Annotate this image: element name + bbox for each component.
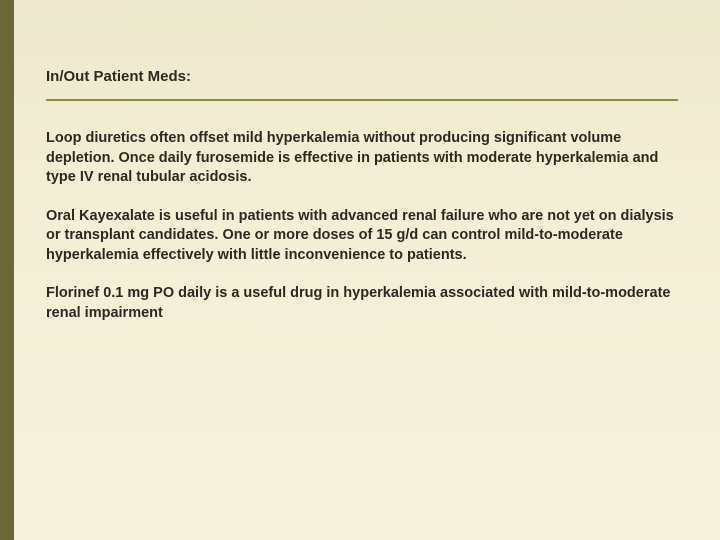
paragraph-1: Loop diuretics often offset mild hyperka… xyxy=(46,129,678,188)
slide-left-border xyxy=(0,0,14,540)
heading-divider xyxy=(46,99,678,101)
paragraph-2: Oral Kayexalate is useful in patients wi… xyxy=(46,207,678,266)
slide-heading: In/Out Patient Meds: xyxy=(46,68,678,85)
paragraph-3: Florinef 0.1 mg PO daily is a useful dru… xyxy=(46,284,678,323)
slide-content: In/Out Patient Meds: Loop diuretics ofte… xyxy=(46,68,678,324)
